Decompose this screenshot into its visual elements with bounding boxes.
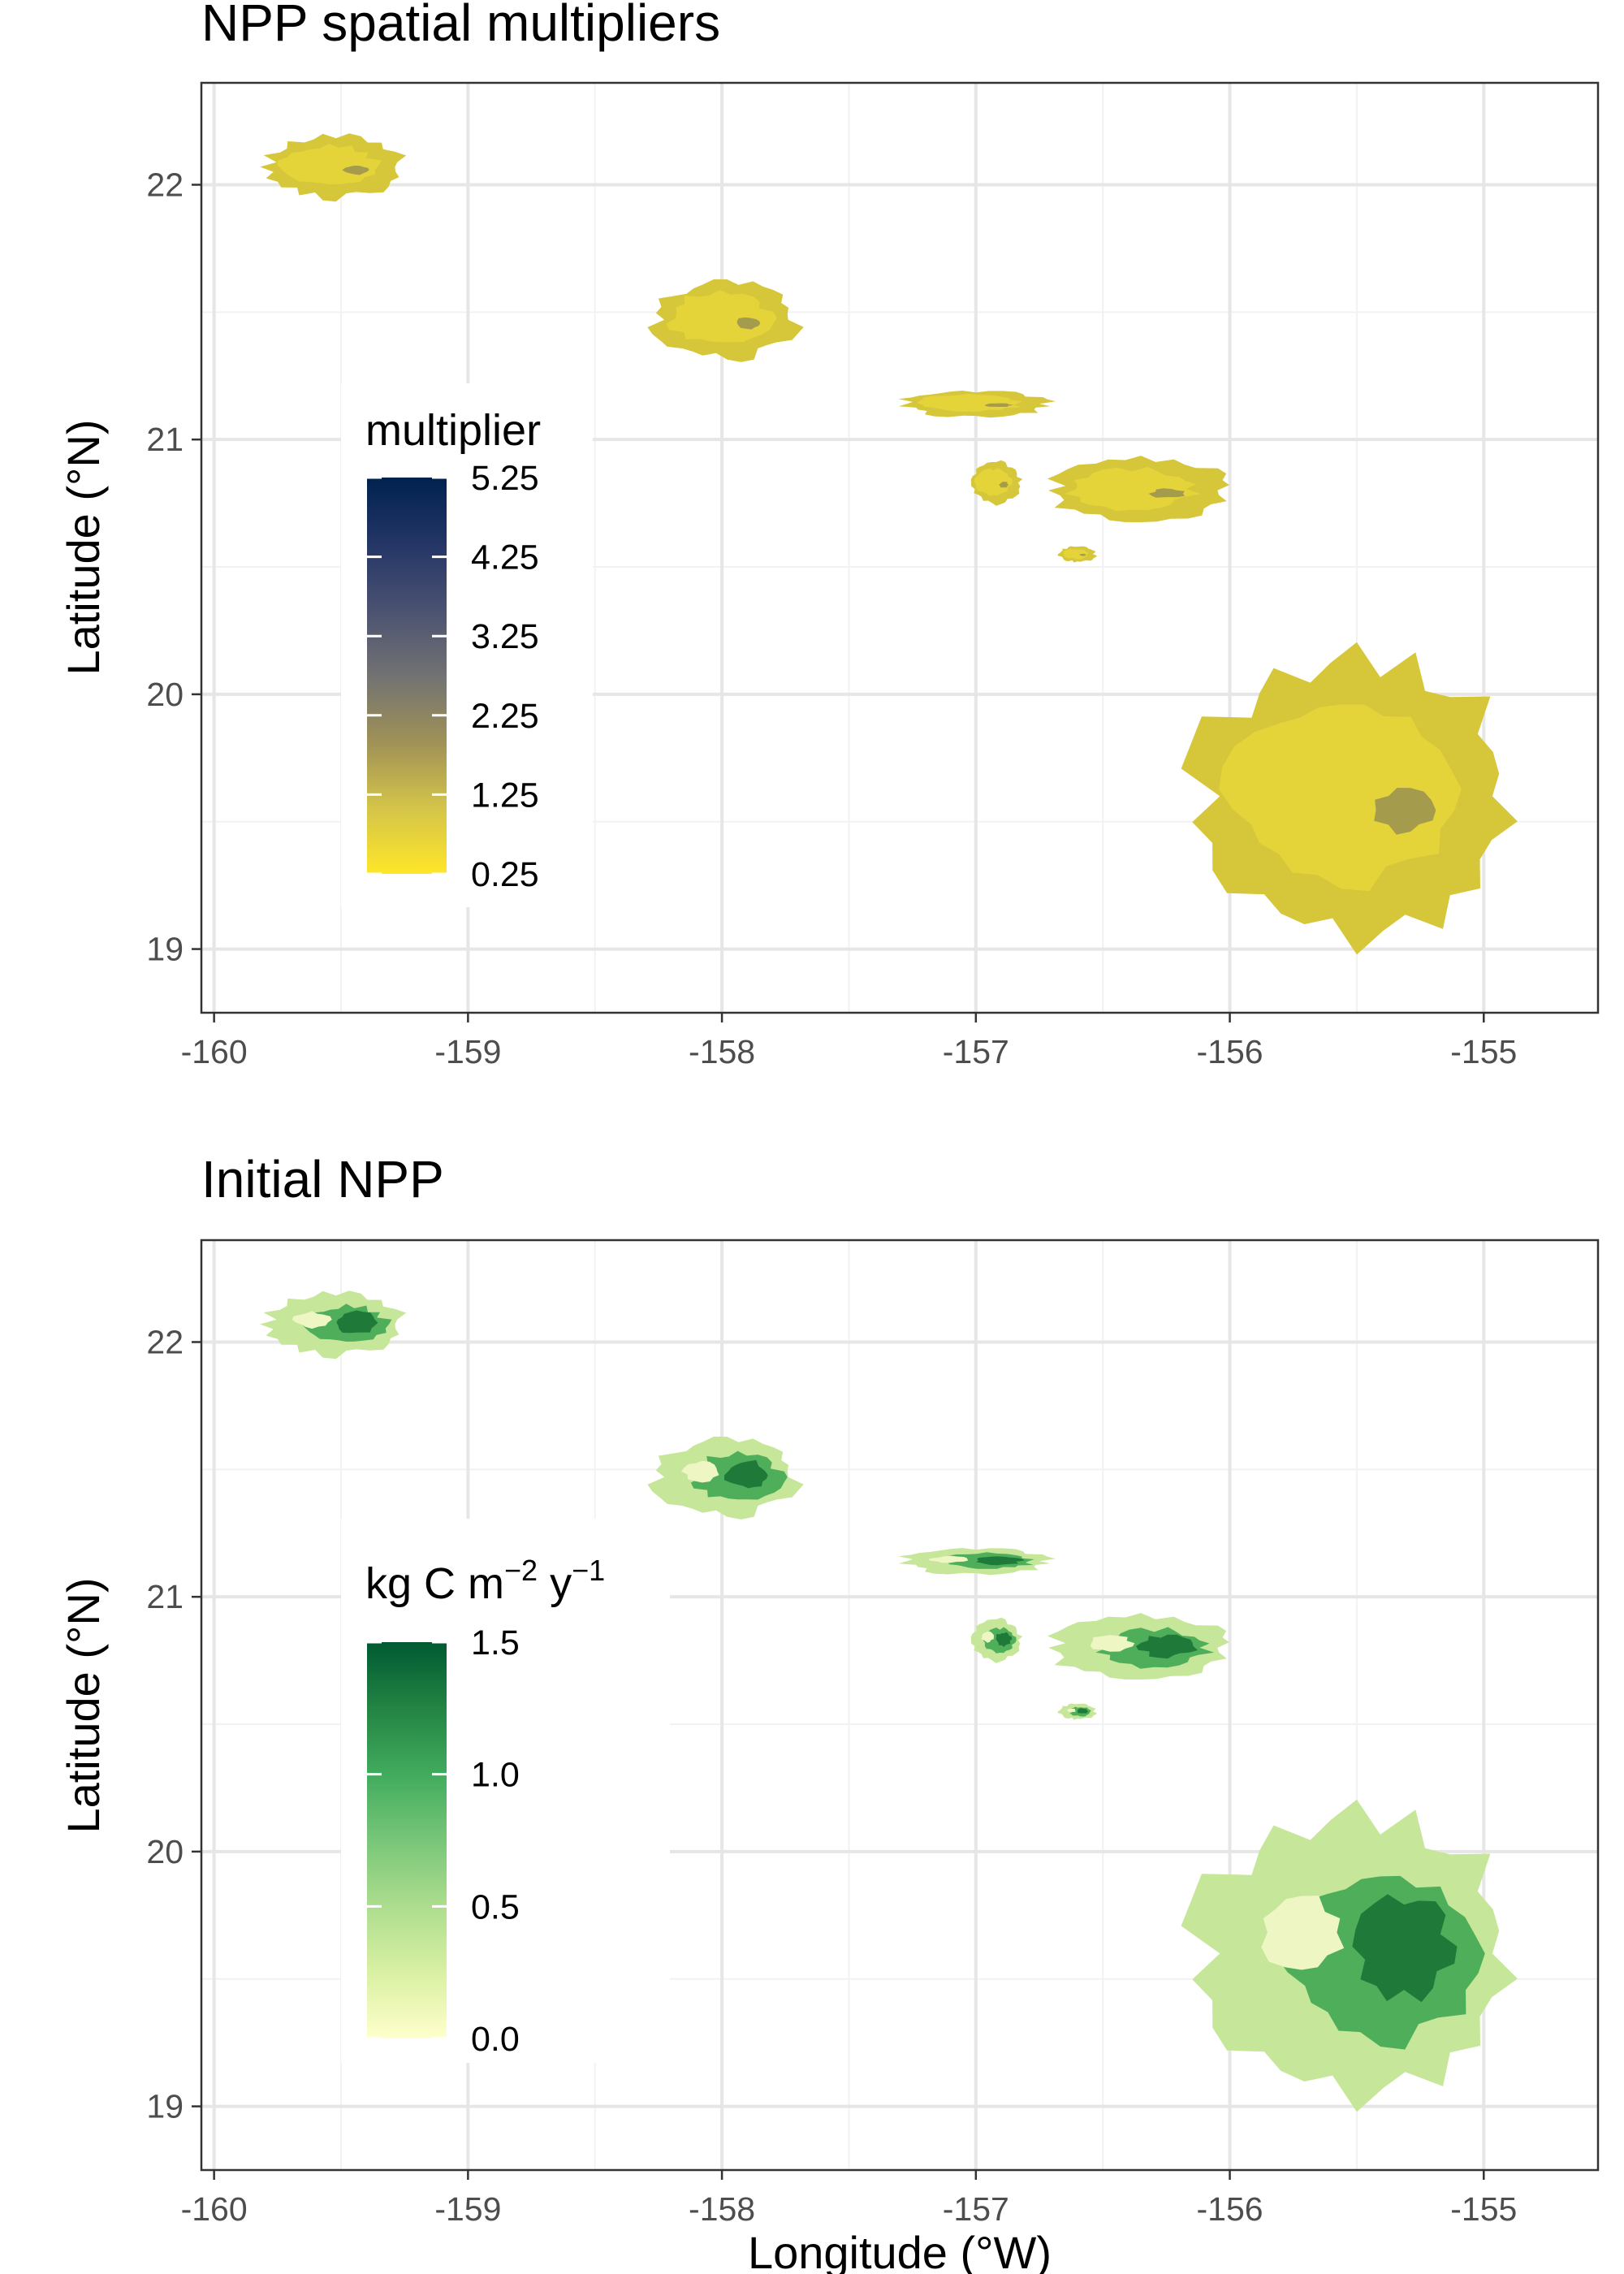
legend-label: 1.25 <box>471 776 539 815</box>
legend-title: kg C m−2 y−1 <box>365 1554 605 1608</box>
y-axis-label: Latitude (°N) <box>58 1578 109 1834</box>
x-axis: -160 -159 -158 -157 -156 -155 <box>181 2170 1517 2228</box>
island-dry <box>292 1311 332 1329</box>
x-tick-label: -158 <box>689 1033 755 1070</box>
y-tick-label: 21 <box>146 1578 184 1615</box>
legend: multiplier 5.25 4.25 3.25 2.25 1.25 0.25 <box>341 383 593 907</box>
y-tick-label: 22 <box>146 166 184 203</box>
x-axis: -160 -159 -158 -157 -156 -155 <box>181 1013 1517 1070</box>
legend-ticks: 1.5 1.0 0.5 0.0 <box>367 1623 520 2059</box>
island-hawaii <box>1181 642 1518 955</box>
x-tick-label: -158 <box>689 2190 755 2228</box>
island-highlight <box>974 468 1013 496</box>
legend-label: 0.0 <box>471 2020 520 2059</box>
plot-frame <box>200 81 1600 1014</box>
panel-title: Initial NPP <box>201 1150 444 1208</box>
x-tick-label: -156 <box>1197 1033 1263 1070</box>
y-tick-label: 20 <box>146 676 184 713</box>
island-shade <box>1148 488 1186 498</box>
legend-label: 1.5 <box>471 1623 520 1662</box>
island-shade <box>985 403 1014 407</box>
x-tick-label: -156 <box>1197 2190 1263 2228</box>
plot-frame <box>200 1239 1600 2172</box>
island-kahoolawe <box>1057 1703 1097 1720</box>
island-kahoolawe <box>1057 546 1097 563</box>
island-oahu <box>647 279 804 362</box>
x-tick-label: -160 <box>181 1033 248 1070</box>
panel-title: NPP spatial multipliers <box>201 0 720 52</box>
x-tick-label: -159 <box>434 2190 501 2228</box>
island-highlight <box>1219 704 1462 892</box>
y-tick-label: 21 <box>146 421 184 458</box>
island-shade <box>736 317 761 330</box>
legend-colorbar <box>367 478 447 874</box>
legend-title: multiplier <box>365 406 541 455</box>
island-shade <box>1374 788 1436 835</box>
legend: kg C m−2 y−1 1.5 1.0 0.5 0.0 <box>341 1519 670 2063</box>
island-lanai <box>970 1617 1023 1663</box>
island-kauai <box>260 133 407 202</box>
legend-ticks: 5.25 4.25 3.25 2.25 1.25 0.25 <box>367 459 539 894</box>
panel-initial-npp: Initial NPP -160 -159 -158 -157 -156 -155 19 2… <box>58 1150 1600 2274</box>
island-hawaii <box>1181 1799 1518 2112</box>
island-core <box>996 1632 1013 1647</box>
y-tick-label: 20 <box>146 1833 184 1870</box>
legend-label: 0.5 <box>471 1887 520 1926</box>
legend-colorbar <box>367 1642 447 2038</box>
y-tick-label: 22 <box>146 1323 184 1360</box>
island-highlight <box>918 393 1023 412</box>
island-core <box>1136 1634 1199 1659</box>
island-core <box>723 1459 768 1489</box>
island-core <box>336 1310 378 1334</box>
legend-label: 4.25 <box>471 538 539 577</box>
island-dry <box>1066 1708 1076 1713</box>
y-tick-label: 19 <box>146 2088 184 2125</box>
island-dry <box>1261 1896 1345 1970</box>
island-highlight <box>1065 466 1201 512</box>
island-highlight <box>1063 548 1089 560</box>
island-kauai <box>260 1290 407 1360</box>
legend-label: 1.0 <box>471 1756 520 1795</box>
island-molokai <box>898 1548 1056 1576</box>
island-lanai <box>970 460 1023 506</box>
y-tick-label: 19 <box>146 931 184 968</box>
x-tick-label: -160 <box>181 2190 248 2228</box>
island-shade <box>342 166 369 175</box>
island-shade <box>999 482 1009 488</box>
x-tick-label: -155 <box>1450 1033 1517 1070</box>
island-shade <box>1079 553 1086 556</box>
island-dry <box>981 1631 994 1643</box>
legend-label: 2.25 <box>471 697 539 736</box>
island-raster <box>260 1290 1518 2112</box>
island-core <box>976 1556 1025 1566</box>
x-tick-label: -159 <box>434 1033 501 1070</box>
x-axis-label: Longitude (°W) <box>748 2227 1052 2274</box>
island-dry <box>1091 1635 1135 1652</box>
island-dry <box>928 1555 969 1563</box>
legend-label: 5.25 <box>471 459 539 498</box>
y-axis-label: Latitude (°N) <box>58 420 109 676</box>
x-tick-label: -157 <box>943 2190 1009 2228</box>
island-molokai <box>898 391 1056 418</box>
panel-multipliers: NPP spatial multipliers -160 -159 -158 -157… <box>58 0 1600 1070</box>
island-core <box>1077 1708 1089 1714</box>
legend-label: 3.25 <box>471 617 539 656</box>
island-maui <box>1047 456 1229 522</box>
x-tick-label: -155 <box>1450 2190 1517 2228</box>
island-raster <box>260 133 1518 955</box>
x-tick-label: -157 <box>943 1033 1009 1070</box>
island-dry <box>681 1460 719 1483</box>
island-maui <box>1047 1613 1229 1680</box>
y-axis: 19 20 21 22 <box>146 166 201 968</box>
island-oahu <box>647 1436 804 1520</box>
legend-label: 0.25 <box>471 855 539 894</box>
y-axis: 19 20 21 22 <box>146 1323 201 2125</box>
island-core <box>1352 1894 1458 2003</box>
